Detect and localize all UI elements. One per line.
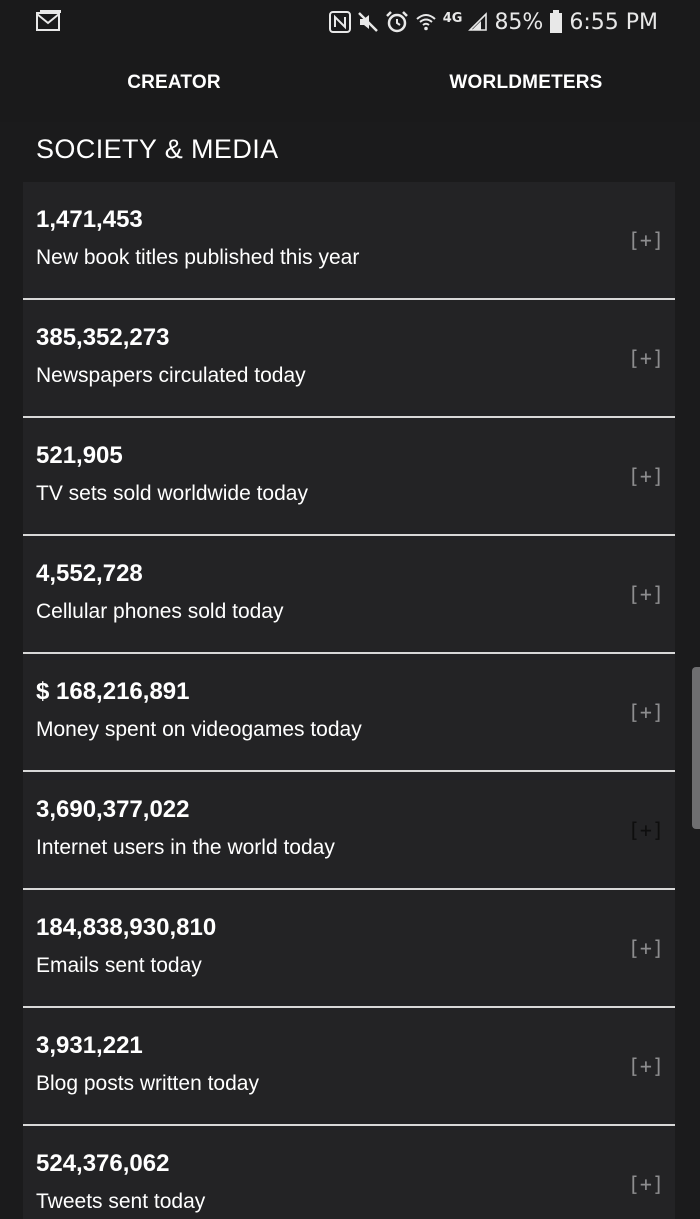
section-title: SOCIETY & MEDIA [36,134,279,164]
gmail-icon [36,10,62,32]
list-item[interactable]: 1,471,453 New book titles published this… [23,182,675,300]
stat-label: Blog posts written today [36,1072,259,1095]
expand-button[interactable]: [+] [627,1054,664,1078]
list-item[interactable]: 3,690,377,022 Internet users in the worl… [23,772,675,890]
signal-icon [468,12,488,32]
scrollbar-thumb[interactable] [692,667,700,829]
list-item[interactable]: 184,838,930,810 Emails sent today [+] [23,890,675,1008]
battery-percent: 85% [494,9,544,35]
expand-button[interactable]: [+] [627,1172,664,1196]
list-item[interactable]: 521,905 TV sets sold worldwide today [+] [23,418,675,536]
expand-button[interactable]: [+] [627,346,664,370]
stat-value: 385,352,273 [36,324,170,351]
network-type: 4G [442,10,463,26]
stat-value: 1,471,453 [36,206,143,233]
stat-value: $ 168,216,891 [36,678,190,705]
battery-icon [549,10,563,34]
expand-button[interactable]: [+] [627,582,664,606]
nfc-icon [328,11,351,33]
wifi-icon [415,11,437,33]
list-item[interactable]: 3,931,221 Blog posts written today [+] [23,1008,675,1126]
stat-label: New book titles published this year [36,246,360,269]
tab-creator[interactable]: CREATOR [127,72,221,93]
status-bar: 4G 85% 6:55 PM [0,0,700,44]
tab-worldmeters[interactable]: WORLDMETERS [449,72,603,93]
stat-label: Emails sent today [36,954,202,977]
list-item[interactable]: 4,552,728 Cellular phones sold today [+] [23,536,675,654]
expand-button[interactable]: [+] [627,228,664,252]
list-item[interactable]: 385,352,273 Newspapers circulated today … [23,300,675,418]
expand-button[interactable]: [+] [627,936,664,960]
stat-label: Tweets sent today [36,1190,206,1213]
stat-label: Newspapers circulated today [36,364,306,387]
tab-bar: CREATOR WORLDMETERS [0,44,700,122]
stat-value: 524,376,062 [36,1150,170,1177]
expand-button[interactable]: [+] [627,700,664,724]
alarm-icon [385,10,409,34]
content-area[interactable]: SOCIETY & MEDIA 1,471,453 New book title… [0,122,700,1219]
stat-label: TV sets sold worldwide today [36,482,308,505]
expand-button[interactable]: [+] [627,818,664,842]
stat-value: 3,931,221 [36,1032,143,1059]
stats-list: 1,471,453 New book titles published this… [23,182,675,1219]
expand-button[interactable]: [+] [627,464,664,488]
clock: 6:55 PM [569,9,658,35]
stat-label: Internet users in the world today [36,836,335,859]
stat-label: Money spent on videogames today [36,718,362,741]
list-item[interactable]: 524,376,062 Tweets sent today [+] [23,1126,675,1219]
stat-value: 4,552,728 [36,560,143,587]
stat-label: Cellular phones sold today [36,600,284,623]
mute-icon [357,11,379,33]
stat-value: 184,838,930,810 [36,914,217,941]
stat-value: 3,690,377,022 [36,796,190,823]
list-item[interactable]: $ 168,216,891 Money spent on videogames … [23,654,675,772]
stat-value: 521,905 [36,442,123,469]
